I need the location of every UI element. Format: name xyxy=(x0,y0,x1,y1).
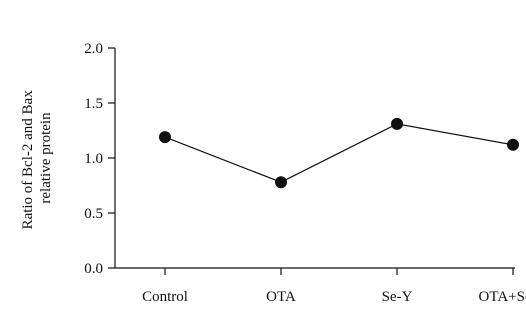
y-tick-label: 1.0 xyxy=(84,151,103,167)
data-point xyxy=(275,176,287,189)
y-axis-title-line-2: relative protein xyxy=(38,112,54,204)
y-axis: 0.0 0.5 1.0 1.5 2.0 xyxy=(84,41,116,277)
y-axis-title: Ratio of Bcl-2 and Bax relative protein xyxy=(20,87,54,230)
y-axis-title-line-1: Ratio of Bcl-2 and Bax xyxy=(20,90,36,230)
x-ticks: Control OTA Se-Y OTA+Se-Y xyxy=(142,268,526,305)
x-tick-label: Control xyxy=(142,289,188,305)
y-tick-label: 0.5 xyxy=(84,206,103,222)
data-point xyxy=(159,131,171,144)
y-tick-label: 2.0 xyxy=(84,41,103,57)
data-point xyxy=(507,138,519,151)
data-point xyxy=(391,117,403,130)
x-tick-label: OTA xyxy=(266,289,296,305)
x-tick-label: Se-Y xyxy=(382,289,413,305)
x-tick-label: OTA+Se-Y xyxy=(479,289,526,305)
y-tick-label: 0.0 xyxy=(84,261,103,277)
x-axis: Control OTA Se-Y OTA+Se-Y xyxy=(115,267,526,305)
y-ticks: 0.0 0.5 1.0 1.5 2.0 xyxy=(84,41,115,277)
series-line xyxy=(164,123,514,183)
y-tick-label: 1.5 xyxy=(84,96,103,112)
series xyxy=(159,117,519,189)
